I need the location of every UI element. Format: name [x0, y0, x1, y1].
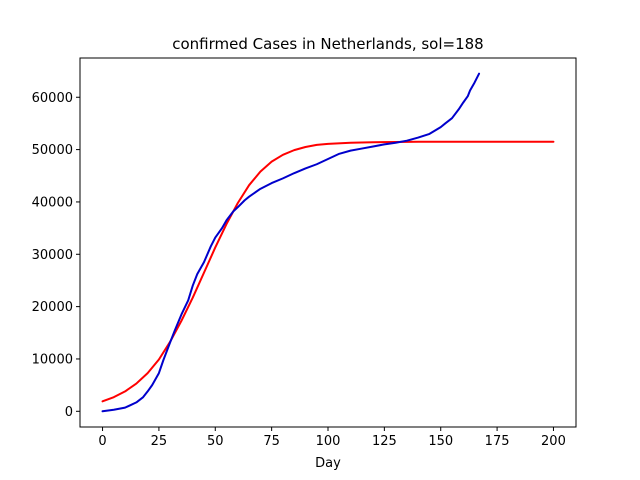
- x-tick-label: 25: [151, 434, 168, 449]
- y-tick-label: 50000: [32, 143, 73, 158]
- y-tick-label: 20000: [32, 300, 73, 315]
- x-axis-label: Day: [315, 456, 341, 471]
- x-tick-label: 100: [316, 434, 341, 449]
- series-line-0: [101, 140, 555, 403]
- plot-area: 0 25 50 75 100 125 150 175 200 0 10000 20000 30000 40…: [32, 57, 577, 449]
- x-tick-label: 75: [263, 434, 280, 449]
- y-tick-label: 10000: [32, 352, 73, 367]
- x-tick-label: 200: [541, 434, 566, 449]
- y-tick-label: 0: [65, 405, 73, 420]
- x-tick-label: 50: [207, 434, 224, 449]
- series-line-1: [101, 72, 481, 413]
- x-tick-label: 0: [98, 434, 106, 449]
- y-tick-label: 30000: [32, 248, 73, 263]
- chart-title: confirmed Cases in Netherlands, sol=188: [172, 35, 483, 53]
- y-tick-label: 60000: [32, 91, 73, 106]
- x-tick-label: 125: [372, 434, 397, 449]
- x-tick-label: 175: [485, 434, 510, 449]
- x-tick-label: 150: [428, 434, 453, 449]
- y-tick-label: 40000: [32, 195, 73, 210]
